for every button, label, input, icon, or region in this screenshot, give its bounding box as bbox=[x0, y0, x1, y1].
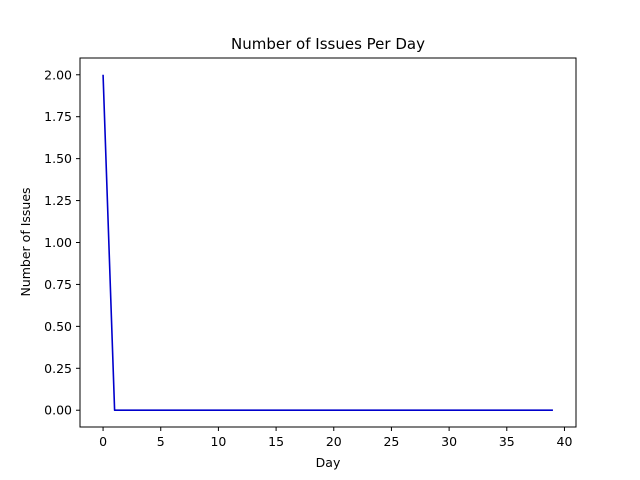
x-axis-label: Day bbox=[316, 455, 341, 470]
y-tick-label: 1.75 bbox=[44, 109, 72, 124]
x-tick-label: 25 bbox=[383, 434, 399, 449]
x-tick-label: 40 bbox=[557, 434, 573, 449]
x-tick-label: 35 bbox=[499, 434, 515, 449]
y-axis: 0.00 0.25 0.50 0.75 1.00 1.25 1.50 1.75 2.00 bbox=[44, 67, 80, 418]
y-tick-label: 0.75 bbox=[44, 277, 72, 292]
y-tick-label: 0.00 bbox=[44, 403, 72, 418]
x-tick-label: 30 bbox=[441, 434, 457, 449]
x-tick-label: 5 bbox=[157, 434, 165, 449]
chart-title: Number of Issues Per Day bbox=[231, 35, 425, 53]
x-tick-label: 0 bbox=[99, 434, 107, 449]
x-tick-label: 10 bbox=[210, 434, 226, 449]
y-axis-label: Number of Issues bbox=[18, 187, 33, 296]
x-tick-label: 20 bbox=[326, 434, 342, 449]
y-tick-label: 1.50 bbox=[44, 151, 72, 166]
plot-area bbox=[102, 74, 553, 412]
x-tick-label: 15 bbox=[268, 434, 284, 449]
y-tick-label: 0.50 bbox=[44, 319, 72, 334]
x-axis: 0 5 10 15 20 25 30 35 40 bbox=[99, 427, 572, 449]
plot-frame bbox=[79, 57, 577, 428]
y-tick-label: 0.25 bbox=[44, 361, 72, 376]
y-tick-label: 1.00 bbox=[44, 235, 72, 250]
y-tick-label: 2.00 bbox=[44, 67, 72, 82]
y-tick-label: 1.25 bbox=[44, 193, 72, 208]
series-line bbox=[102, 74, 553, 412]
